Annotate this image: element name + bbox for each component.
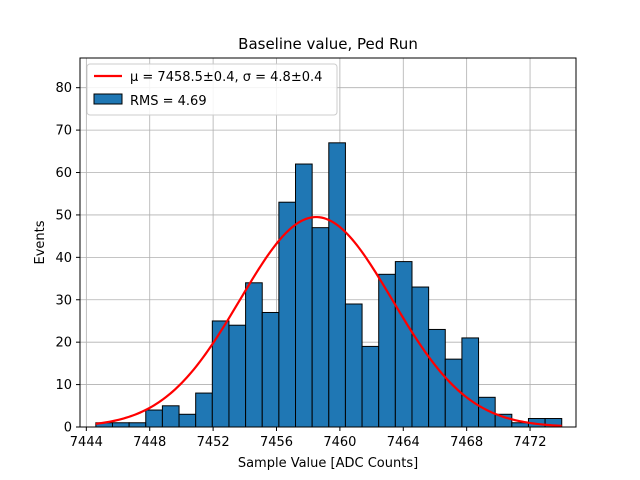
x-tick-label: 7452	[197, 435, 230, 450]
chart-title: Baseline value, Ped Run	[238, 35, 418, 53]
histogram-bar	[278, 201, 297, 428]
y-tick-label: 30	[55, 293, 72, 308]
histogram-bar	[295, 163, 313, 428]
y-axis-ticks: 0 10 20 30 40 50 60 70 80	[55, 81, 80, 436]
y-tick-label: 80	[55, 81, 72, 96]
histogram-bar	[378, 273, 396, 428]
y-tick-label: 50	[55, 208, 72, 223]
histogram-bar	[311, 227, 330, 428]
histogram-bar	[178, 413, 197, 428]
histogram-bar	[245, 282, 263, 428]
legend-fit-label: μ = 7458.5±0.4, σ = 4.8±0.4	[130, 70, 322, 85]
y-axis-label: Events	[33, 220, 48, 264]
y-tick-label: 40	[55, 251, 72, 266]
histogram-bars	[95, 142, 563, 428]
histogram-bar	[111, 422, 130, 428]
y-tick-label: 10	[55, 378, 72, 393]
histogram-bar	[411, 286, 430, 428]
histogram-bar	[261, 311, 280, 428]
histogram-bar	[145, 409, 163, 428]
legend: μ = 7458.5±0.4, σ = 4.8±0.4 RMS = 4.69	[86, 63, 338, 116]
y-tick-label: 70	[55, 124, 72, 139]
x-axis-label: Sample Value [ADC Counts]	[238, 456, 418, 471]
y-tick-label: 0	[64, 421, 72, 436]
legend-box	[86, 63, 338, 116]
histogram-bar	[328, 142, 346, 428]
x-tick-label: 7468	[450, 435, 483, 450]
y-tick-label: 60	[55, 166, 72, 181]
x-tick-label: 7464	[387, 435, 420, 450]
histogram-bar	[211, 320, 230, 428]
y-tick-label: 20	[55, 336, 72, 351]
histogram-bar	[361, 345, 380, 428]
legend-histogram-swatch	[93, 93, 123, 105]
gaussian-fit-curve	[95, 215, 562, 427]
plot-frame	[79, 57, 577, 428]
x-tick-label: 7460	[323, 435, 356, 450]
x-tick-label: 7456	[260, 435, 293, 450]
legend-histogram-label: RMS = 4.69	[130, 94, 207, 109]
histogram-bar	[444, 358, 463, 428]
histogram-bar	[428, 328, 446, 428]
x-tick-label: 7448	[133, 435, 166, 450]
histogram-bar	[394, 261, 413, 428]
histogram-bar	[228, 324, 247, 428]
histogram-bar	[161, 405, 180, 428]
histogram-bar	[128, 422, 147, 428]
histogram-bar	[195, 392, 213, 428]
histogram-bar	[344, 303, 363, 428]
x-axis-ticks: 7444 7448 7452 7456 7460 7464 7468 7472	[70, 427, 547, 450]
x-tick-label: 7472	[513, 435, 546, 450]
x-tick-label: 7444	[70, 435, 103, 450]
histogram-bar	[461, 337, 480, 428]
